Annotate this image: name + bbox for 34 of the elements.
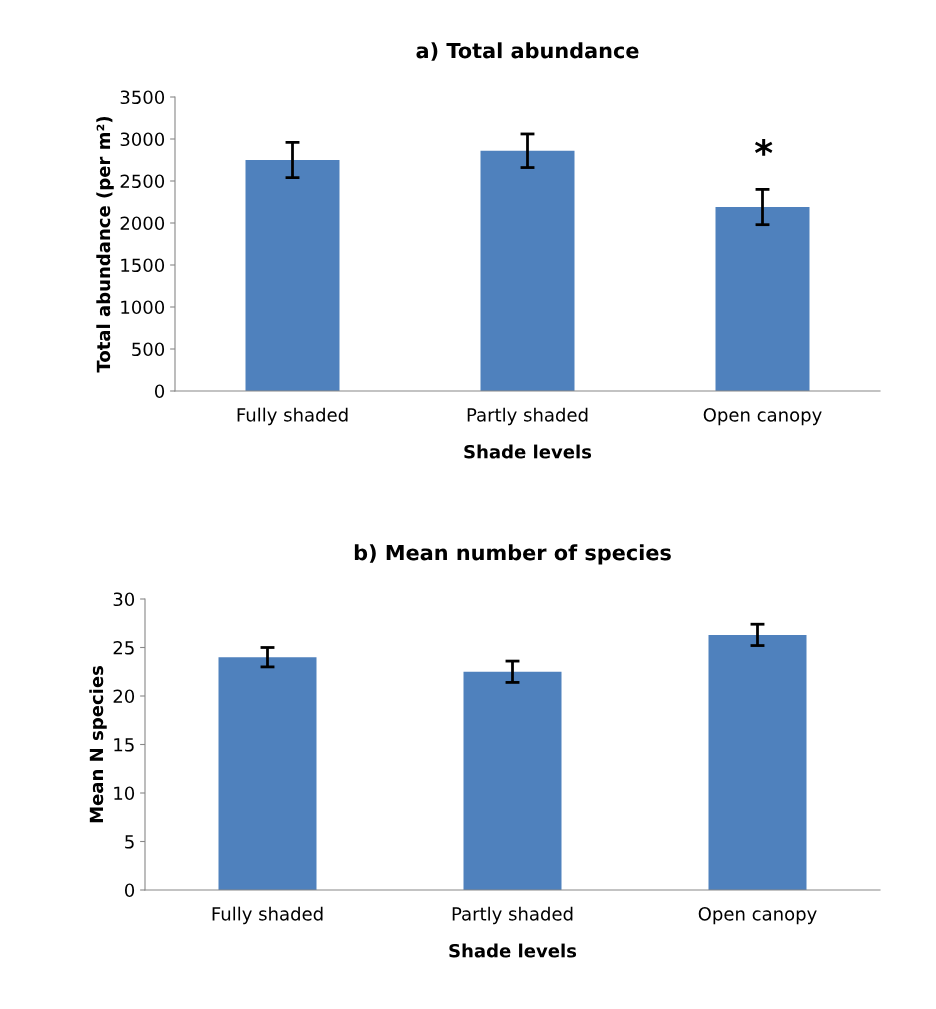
y-tick-label: 20 [113,689,135,704]
x-axis-title: Shade levels [464,444,592,459]
y-tick-label: 2500 [120,174,165,189]
y-tick-label: 3500 [120,90,165,105]
bar [708,634,807,890]
y-tick-label: 10 [114,786,135,801]
y-tick-label: 2000 [120,216,165,231]
x-tick-label: Open canopy [703,407,822,426]
y-tick-label: 3000 [120,132,165,147]
x-tick-label: Partly shaded [452,906,573,925]
bar [480,150,575,391]
y-tick-label: 5 [125,835,134,849]
bar [218,657,317,890]
bar [245,160,340,391]
chart-title: a) Total abundance [416,42,639,61]
x-tick-label: Fully shaded [237,407,348,426]
y-axis-title: Mean N species [89,665,107,823]
chart-title: b) Mean number of species [354,544,671,565]
y-tick-label: 500 [132,342,165,357]
bar [463,671,562,890]
annotation: * [754,138,773,156]
bar [715,207,810,391]
x-axis-title: Shade levels [449,943,577,958]
y-tick-label: 1500 [121,258,165,273]
y-tick-label: 0 [154,384,165,399]
y-tick-label: 0 [124,883,135,898]
y-axis-title: Total abundance (per m²) [96,116,114,373]
y-tick-label: 25 [113,640,134,655]
x-tick-label: Fully shaded [212,906,323,925]
x-tick-label: Partly shaded [467,407,588,426]
x-tick-label: Open canopy [698,906,817,925]
y-tick-label: 1000 [121,300,165,315]
y-tick-label: 15 [114,738,134,752]
y-tick-label: 30 [113,592,135,607]
